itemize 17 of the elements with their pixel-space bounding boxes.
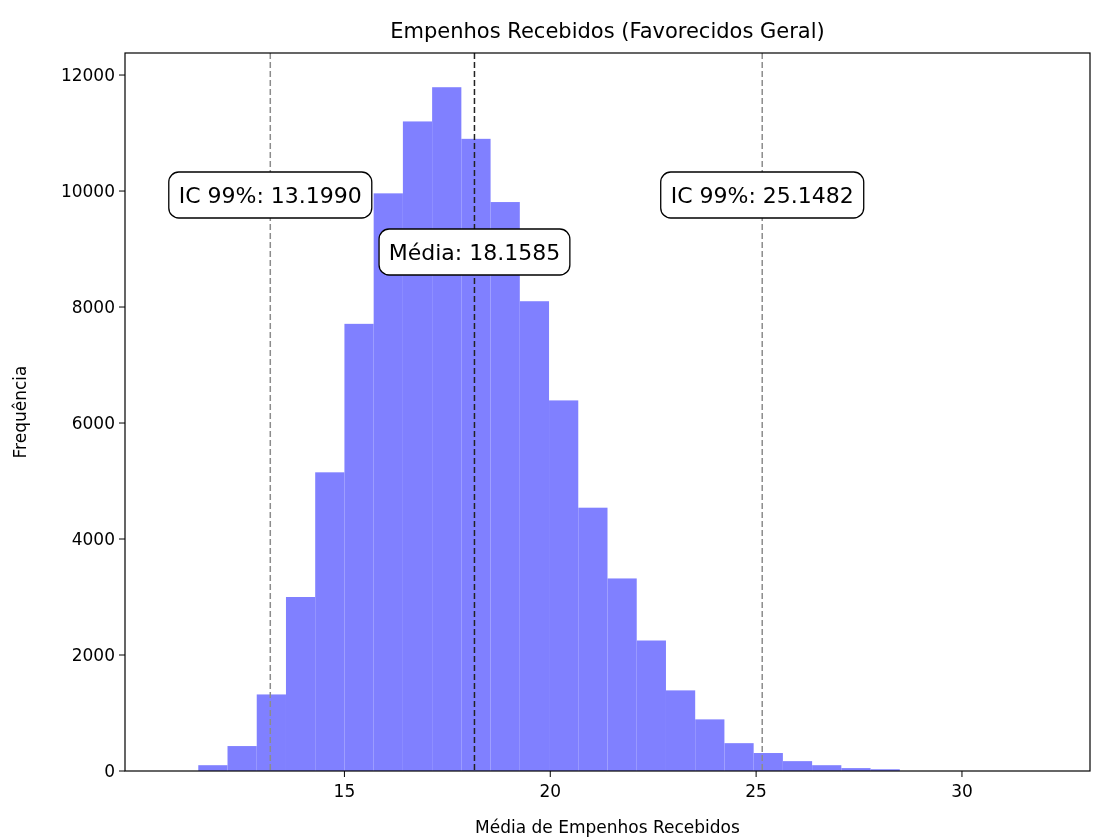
y-tick-label: 8000: [71, 297, 115, 318]
x-tick-label: 30: [951, 781, 973, 801]
x-axis-title: Média de Empenhos Recebidos: [475, 817, 741, 837]
y-tick-label: 10000: [60, 181, 115, 202]
x-tick-label: 25: [745, 781, 767, 801]
chart-title: Empenhos Recebidos (Favorecidos Geral): [390, 19, 825, 43]
x-tick-label: 20: [539, 781, 562, 801]
y-tick-label: 12000: [60, 65, 115, 86]
x-tick-label: 15: [333, 781, 356, 801]
y-tick-label: 0: [104, 761, 115, 781]
ref-line-label: Média: 18.1585: [388, 240, 561, 265]
y-tick-label: 2000: [71, 645, 115, 666]
ref-line-label: IC 99%: 13.1990: [178, 183, 362, 208]
y-tick-label: 6000: [71, 413, 115, 434]
y-tick-label: 4000: [71, 529, 115, 550]
ref-line-label: IC 99%: 25.1482: [670, 183, 854, 208]
y-axis-title: Frequência: [10, 365, 30, 459]
